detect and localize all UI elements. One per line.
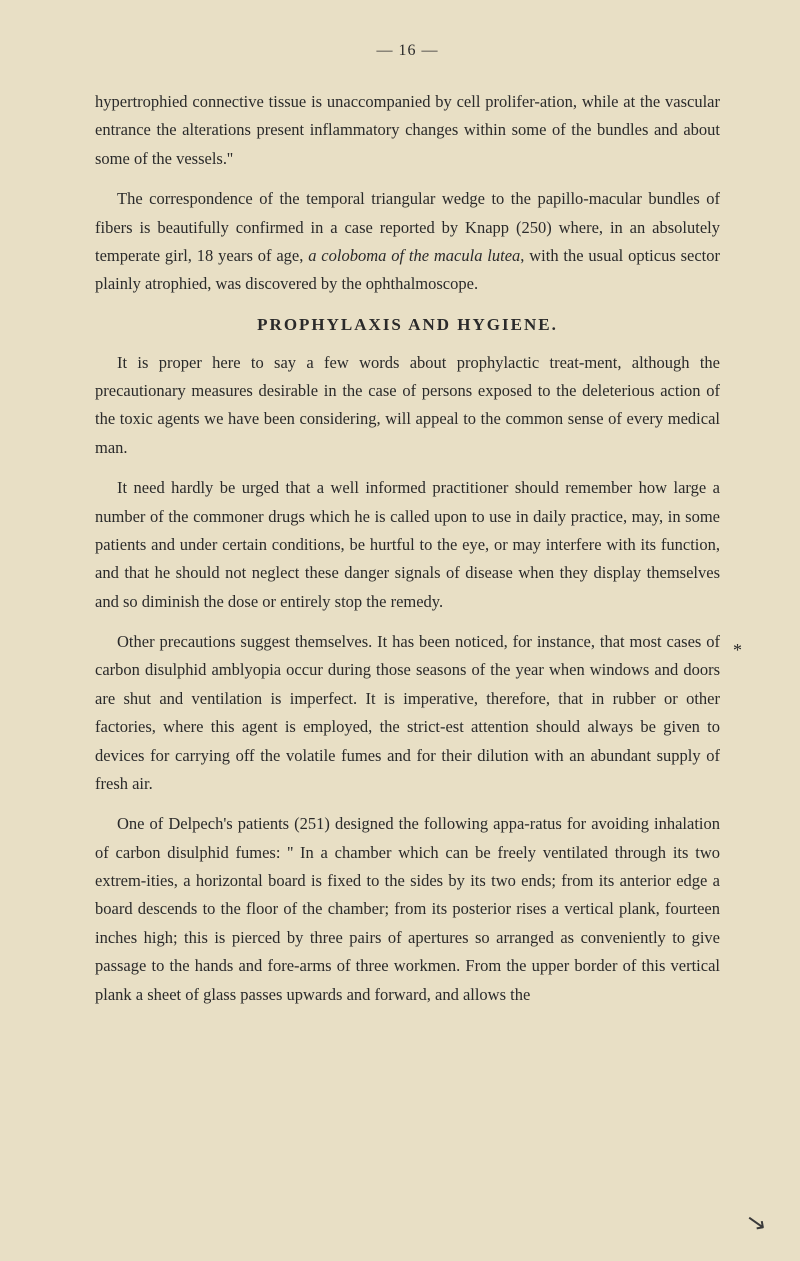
para3-text: It is proper here to say a few words abo…: [95, 353, 720, 457]
paragraph-5: Other precautions suggest themselves. It…: [95, 628, 720, 798]
para6-text: One of Delpech's patients (251) designed…: [95, 814, 720, 1003]
paragraph-3: It is proper here to say a few words abo…: [95, 349, 720, 463]
para2-italic: a coloboma of the macula lutea: [308, 246, 520, 265]
paragraph-2: The correspondence of the temporal trian…: [95, 185, 720, 299]
section-heading: PROPHYLAXIS AND HYGIENE.: [95, 315, 720, 335]
paragraph-4: It need hardly be urged that a well info…: [95, 474, 720, 616]
margin-asterisk: *: [733, 640, 742, 661]
para5-text: Other precautions suggest themselves. It…: [95, 632, 720, 793]
para4-text: It need hardly be urged that a well info…: [95, 478, 720, 611]
page-number: — 16 —: [95, 42, 720, 60]
paragraph-6: One of Delpech's patients (251) designed…: [95, 810, 720, 1009]
document-page: — 16 — hypertrophied connective tissue i…: [0, 0, 800, 1071]
corner-mark-icon: ↘: [744, 1206, 769, 1238]
paragraph-1: hypertrophied connective tissue is unacc…: [95, 88, 720, 173]
